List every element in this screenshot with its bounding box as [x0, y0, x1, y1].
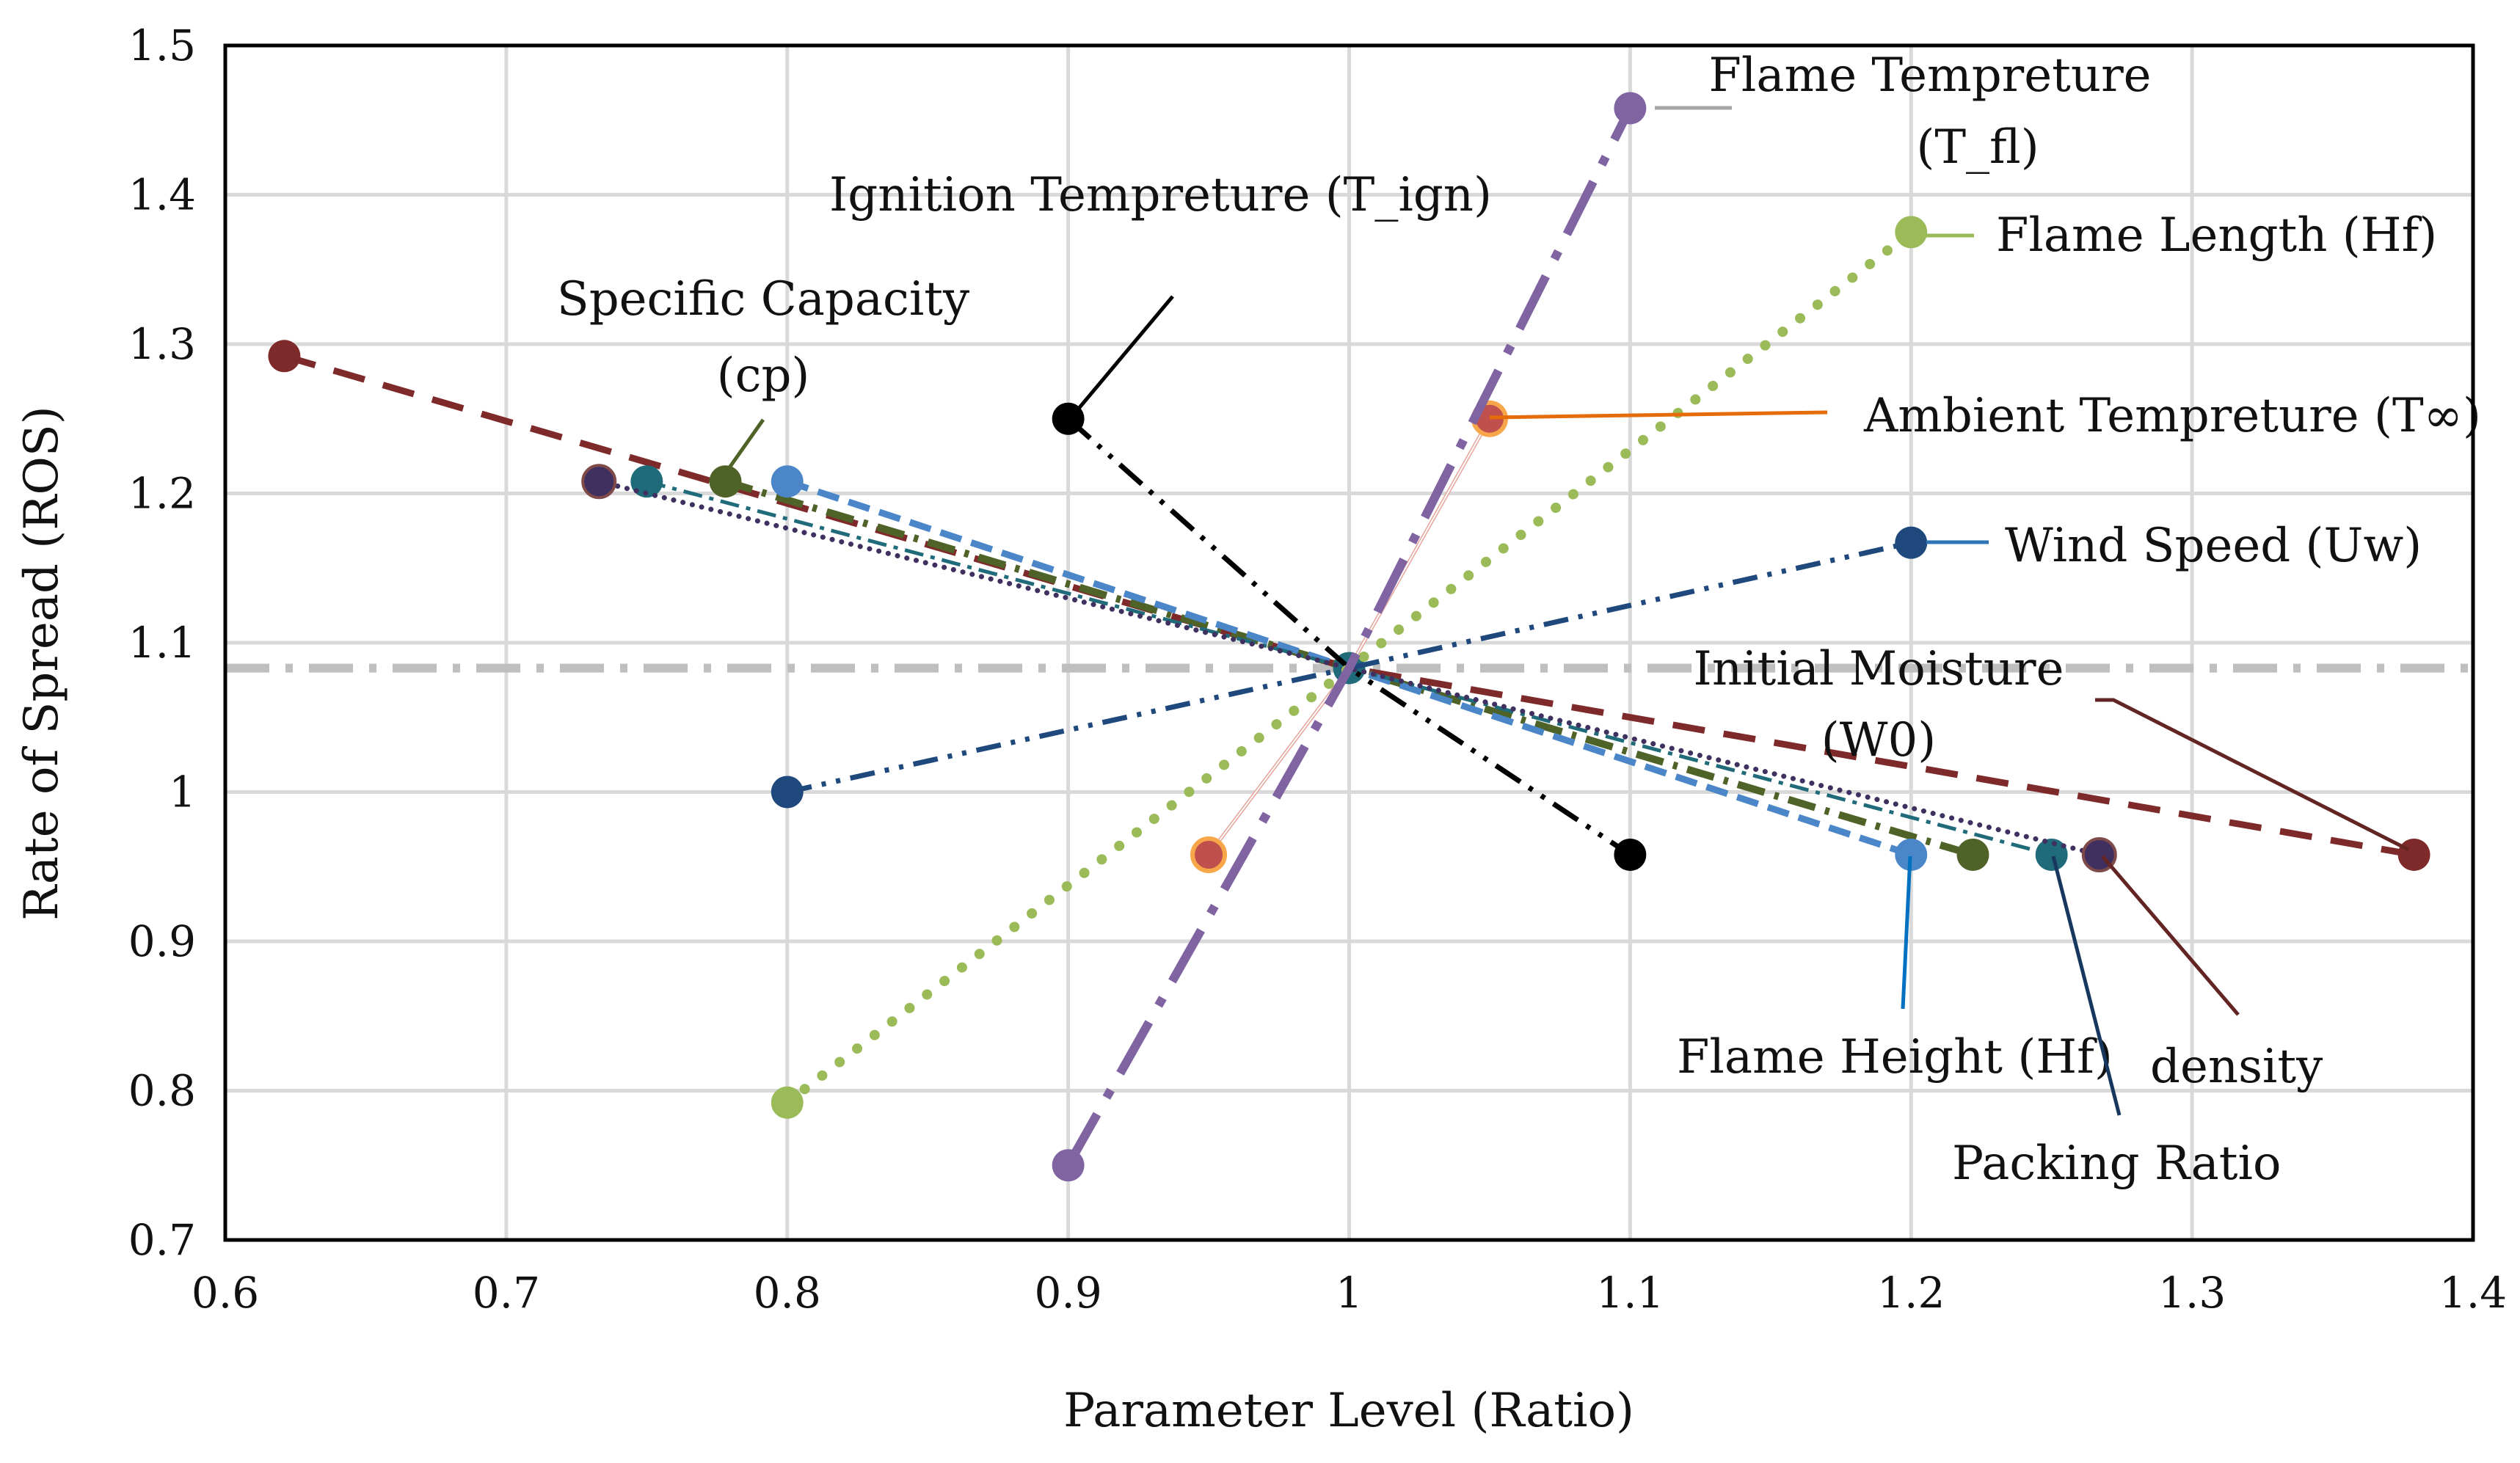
annotation-flame-temp: Flame Tempreture (T_fl)	[1655, 48, 2152, 175]
y-axis-title: Rate of Spread (ROS)	[15, 406, 69, 921]
y-tick-label: 0.9	[128, 916, 196, 966]
x-tick-label: 1.3	[2158, 1268, 2226, 1318]
axis-layer: 0.6 0.7 0.8 0.9 1 1.1 1.2 1.3 1.40.70.80.911.11.…	[128, 21, 2507, 1318]
y-tick-label: 1.4	[128, 170, 196, 220]
x-tick-label: 1.4	[2439, 1268, 2507, 1318]
annotation-initial-moisture: Initial Moisture (W0)	[1694, 642, 2410, 852]
x-axis-title: Parameter Level (Ratio)	[1063, 1384, 1634, 1438]
annotation-ignition-temp: Ignition Tempreture (T_ign)	[829, 168, 1492, 416]
series-line	[1064, 106, 1634, 1168]
annotation-text: Flame Height (Hf)	[1677, 1030, 2113, 1084]
y-tick-label: 1.1	[128, 618, 196, 668]
y-tick-label: 1	[169, 767, 196, 817]
y-tick-label: 0.7	[128, 1215, 196, 1265]
annotation-specific-capacity: Specific Capacity (cp)	[557, 272, 969, 478]
x-tick-label: 1.2	[1877, 1268, 1945, 1318]
annotation-packing-ratio: Packing Ratio	[1952, 855, 2282, 1191]
series-point	[1895, 216, 1928, 249]
gridlines	[225, 45, 2473, 1240]
annotation-layer: Flame Tempreture (T_fl) Ignition Tempretur…	[557, 48, 2481, 1191]
series-layer	[268, 92, 2430, 1182]
series-point	[581, 464, 617, 500]
series-point	[2035, 838, 2068, 871]
annotation-text: Flame Tempreture	[1708, 48, 2151, 103]
y-tick-label: 0.8	[128, 1066, 196, 1116]
series-point	[1895, 526, 1928, 559]
series-line	[1066, 417, 1632, 857]
annotation-text: Initial Moisture	[1694, 642, 2064, 696]
series-point	[1614, 92, 1647, 125]
y-tick-label: 1.5	[128, 21, 196, 70]
series-3	[1190, 400, 1508, 873]
series-point	[268, 340, 301, 373]
annotation-leader	[2101, 855, 2240, 1016]
series-point	[771, 465, 804, 498]
x-tick-label: 0.8	[754, 1268, 821, 1318]
series-point	[771, 776, 804, 809]
y-tick-label: 1.3	[128, 319, 196, 369]
y-tick-label: 1.2	[128, 469, 196, 519]
series-point	[709, 465, 742, 498]
series-point	[1895, 838, 1928, 871]
series-0	[1052, 92, 1647, 1182]
series-line	[596, 478, 2102, 858]
annotation-text: Wind Speed (Uw)	[2005, 519, 2422, 573]
annotation-leader	[1072, 295, 1174, 416]
annotation-text: density	[2150, 1040, 2323, 1094]
x-tick-label: 1.1	[1596, 1268, 1664, 1318]
annotation-text: Flame Length (Hf)	[1996, 208, 2437, 263]
x-tick-label: 1	[1336, 1268, 1363, 1318]
annotation-text: (W0)	[1821, 713, 1936, 767]
annotation-text: (cp)	[717, 349, 810, 403]
annotation-wind-speed: Wind Speed (Uw)	[1926, 519, 2422, 573]
annotation-ambient-temp: Ambient Tempreture (T∞)	[1489, 389, 2481, 443]
annotation-text: Ignition Tempreture (T_ign)	[829, 168, 1492, 222]
annotation-leader	[1489, 410, 1828, 420]
x-tick-label: 0.7	[473, 1268, 540, 1318]
series-point	[630, 465, 663, 498]
annotation-text: Packing Ratio	[1952, 1137, 2282, 1191]
annotation-density: density	[2101, 855, 2323, 1094]
series-point	[1052, 1149, 1085, 1182]
series-4	[771, 526, 1928, 809]
series-point	[1614, 838, 1647, 871]
annotation-flame-height: Flame Height (Hf)	[1677, 855, 2113, 1084]
series-point	[1956, 838, 1989, 871]
series-point	[771, 1086, 804, 1119]
annotation-flame-length: Flame Length (Hf)	[1926, 208, 2437, 263]
annotation-text: Ambient Tempreture (T∞)	[1863, 389, 2481, 443]
annotation-leader	[2051, 855, 2122, 1116]
x-tick-label: 0.9	[1035, 1268, 1102, 1318]
series-point	[1190, 836, 1228, 873]
x-tick-label: 0.6	[192, 1268, 259, 1318]
annotation-leader	[721, 418, 765, 478]
annotation-leader	[1901, 855, 1912, 1010]
annotation-text: (T_fl)	[1916, 120, 2039, 175]
annotation-text: Specific Capacity	[557, 272, 969, 326]
plot-frame	[223, 43, 2475, 1242]
annotation-leader	[2095, 698, 2410, 852]
series-point	[2397, 838, 2430, 871]
